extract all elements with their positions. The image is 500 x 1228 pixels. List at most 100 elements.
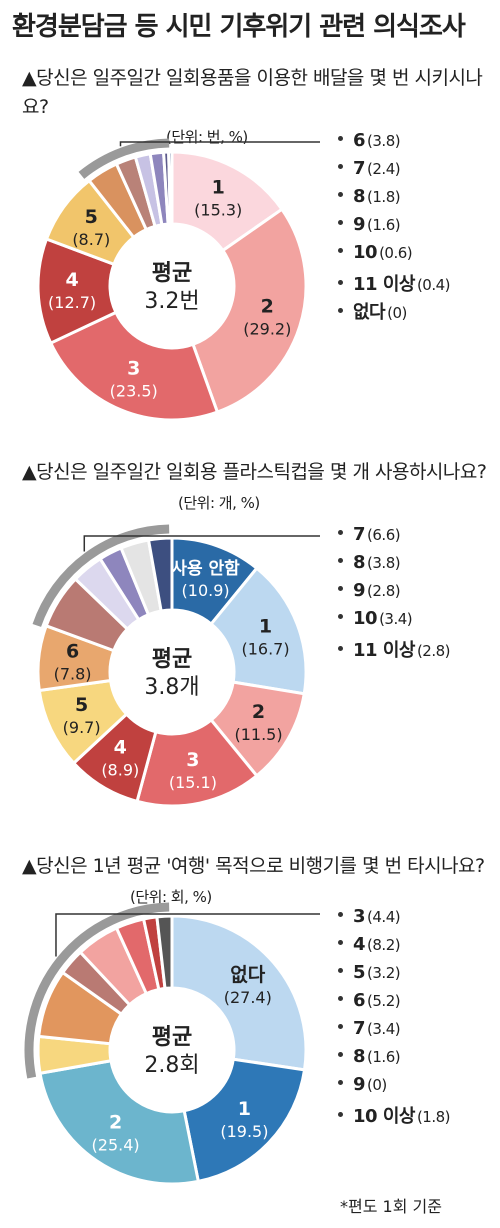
unit-label-flight: (단위: 회, %) xyxy=(130,888,212,906)
legend-value: (3.2) xyxy=(367,964,401,982)
center-value: 3.2번 xyxy=(144,289,199,314)
legend-value: (3.8) xyxy=(367,132,401,150)
legend-item: 6 (5.2) xyxy=(338,990,498,1018)
legend-item: 7 (6.6) xyxy=(338,524,498,552)
legend-value: (2.8) xyxy=(416,642,451,660)
donut-chart-plastic-cup: 사용 안함 (10.9) 1 (16.7) 2 (11.5) 3 (15.1) 4 (8.9) 5 (… xyxy=(32,524,320,808)
legend-label: 9 xyxy=(353,580,366,601)
legend-value: (1.6) xyxy=(367,216,401,234)
bullet-icon xyxy=(338,940,343,945)
slice-2 xyxy=(38,1059,201,1186)
legend-label: 3 xyxy=(353,906,366,927)
slice-value-label: (10.9) xyxy=(182,581,230,600)
legend-value: (2.8) xyxy=(367,582,401,600)
question-plastic-cup: ▲당신은 일주일간 일회용 플라스틱컵을 몇 개 사용하시나요? xyxy=(22,458,492,487)
slice-label: 사용 안함 xyxy=(171,558,240,579)
bullet-icon xyxy=(338,968,343,973)
legend-item: 10 이상 (1.8) xyxy=(338,1102,498,1130)
question-title: ▲당신은 1년 평균 '여행' 목적으로 비행기를 몇 번 타시나요? xyxy=(22,855,485,877)
legend-item: 9 (0) xyxy=(338,1074,498,1102)
legend-label: 8 xyxy=(353,552,366,573)
legend-label: 9 xyxy=(353,1074,366,1095)
legend-label: 8 xyxy=(353,186,366,207)
slice-label: 2 xyxy=(252,701,265,723)
legend-label: 8 xyxy=(353,1046,366,1067)
legend-value: (1.6) xyxy=(367,1048,401,1066)
legend-flight: 3 (4.4) 4 (8.2) 5 (3.2) 6 (5.2) 7 (3.4) 8 (1.6) 9 (0)… xyxy=(338,906,498,1130)
bullet-icon xyxy=(338,586,343,591)
legend-value: (0.4) xyxy=(416,276,451,294)
slice-label: 3 xyxy=(127,357,140,379)
slice-label: 5 xyxy=(75,694,88,716)
slice-value-label: (19.5) xyxy=(220,1122,268,1141)
bullet-icon xyxy=(338,1112,343,1117)
slice-1 xyxy=(209,566,308,696)
legend-label: 5 xyxy=(353,962,366,983)
legend-item: 7 (2.4) xyxy=(338,158,498,186)
legend-value: (0.6) xyxy=(379,244,413,262)
legend-label: 6 xyxy=(353,990,366,1011)
slice-value-label: (23.5) xyxy=(110,381,158,400)
slice-11-이상 xyxy=(146,536,174,613)
legend-label: 6 xyxy=(353,130,366,151)
slice-value-label: (8.7) xyxy=(72,230,110,249)
bullet-icon xyxy=(338,220,343,225)
center-label: 평균 xyxy=(152,647,192,672)
slice-label: 6 xyxy=(66,640,79,662)
legend-label: 4 xyxy=(353,934,366,955)
legend-label: 없다 xyxy=(353,302,386,323)
legend-value: (4.4) xyxy=(367,908,401,926)
bullet-icon xyxy=(338,1052,343,1057)
callout-line xyxy=(119,141,320,147)
slice-1 xyxy=(182,1057,307,1184)
callout-arc xyxy=(32,524,170,627)
legend-item: 3 (4.4) xyxy=(338,906,498,934)
footnote: *편도 1회 기준 xyxy=(340,1197,442,1216)
question-title: ▲당신은 일주일간 일회용 플라스틱컵을 몇 개 사용하시나요? xyxy=(22,461,487,483)
legend-label: 7 xyxy=(353,524,366,545)
slice-label: 2 xyxy=(261,295,274,317)
legend-label: 11 이상 xyxy=(353,640,415,661)
legend-delivery: 6 (3.8) 7 (2.4) 8 (1.8) 9 (1.6) 10 (0.6) 11 이상 (0.4… xyxy=(338,130,498,326)
bullet-icon xyxy=(338,280,343,285)
legend-value: (8.2) xyxy=(367,936,401,954)
callout-arc xyxy=(78,138,170,179)
legend-item: 10 (3.4) xyxy=(338,608,498,636)
bullet-icon xyxy=(338,192,343,197)
center-label: 평균 xyxy=(152,1025,192,1050)
unit-label-plastic-cup: (단위: 개, %) xyxy=(178,494,260,512)
slice-value-label: (9.7) xyxy=(63,718,101,737)
legend-item: 없다 (0) xyxy=(338,298,498,326)
slice-value-label: (15.3) xyxy=(194,200,242,219)
bullet-icon xyxy=(338,646,343,651)
legend-item: 11 이상 (2.8) xyxy=(338,636,498,664)
donut-chart-flight: 없다 (27.4) 1 (19.5) 2 (25.4) 평균 2.8회 xyxy=(24,902,320,1186)
legend-item: 9 (1.6) xyxy=(338,214,498,242)
bullet-icon xyxy=(338,164,343,169)
slice-label: 없다 xyxy=(230,964,265,986)
slice-label: 1 xyxy=(238,1098,251,1120)
slice-value-label: (27.4) xyxy=(224,988,272,1007)
slice-label: 1 xyxy=(259,616,272,638)
callout-arc xyxy=(24,902,170,1079)
callout-line xyxy=(83,535,320,552)
question-delivery: ▲당신은 일주일간 일회용품을 이용한 배달을 몇 번 시키시나요? xyxy=(22,64,492,122)
slice-value-label: (7.8) xyxy=(54,664,92,683)
legend-value: (0) xyxy=(367,1076,387,1094)
bullet-icon xyxy=(338,308,343,313)
center-label: 평균 xyxy=(152,261,192,286)
slice-value-label: (12.7) xyxy=(48,293,96,312)
legend-item: 6 (3.8) xyxy=(338,130,498,158)
slice-label: 1 xyxy=(212,176,225,198)
legend-value: (6.6) xyxy=(367,526,401,544)
slice-10-이상 xyxy=(155,914,174,991)
bullet-icon xyxy=(338,912,343,917)
bullet-icon xyxy=(338,614,343,619)
legend-value: (3.8) xyxy=(367,554,401,572)
legend-value: (1.8) xyxy=(367,188,401,206)
slice-3 xyxy=(48,310,220,422)
slice-value-label: (25.4) xyxy=(92,1136,140,1155)
slice-label: 2 xyxy=(109,1112,122,1134)
question-flight: ▲당신은 1년 평균 '여행' 목적으로 비행기를 몇 번 타시나요? xyxy=(22,852,492,881)
